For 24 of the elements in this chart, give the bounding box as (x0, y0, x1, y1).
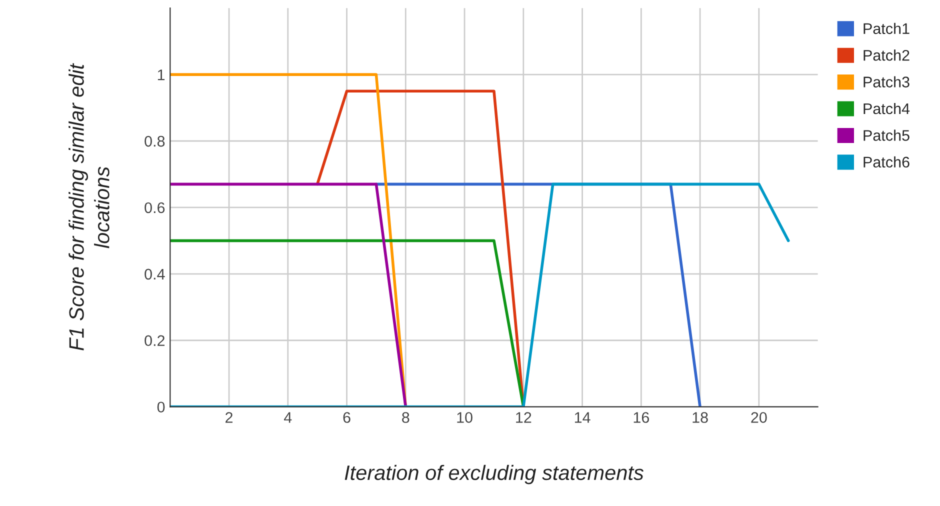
x-tick-label: 20 (751, 412, 767, 423)
legend-label: Patch4 (864, 102, 910, 114)
legend-label: Patch5 (864, 130, 910, 141)
legend-label: Patch3 (864, 76, 910, 88)
y-tick-label: 0 (157, 402, 165, 413)
y-tick-label: 0.6 (144, 202, 165, 214)
x-tick-label: 14 (574, 412, 590, 423)
x-tick-label: 12 (516, 412, 532, 423)
x-axis-title: Iteration of excluding statements (344, 464, 644, 484)
legend-label: Patch6 (864, 156, 910, 168)
y-axis-title: F1 Score for finding similar edit locations (68, 63, 110, 350)
y-tick-label: 0.2 (144, 335, 165, 346)
x-tick-label: 2 (226, 412, 232, 423)
x-tick-label: 6 (343, 412, 350, 423)
legend-label: Patch2 (864, 50, 910, 61)
legend-label: Patch1 (864, 22, 910, 34)
y-tick-label: 0.8 (144, 136, 165, 147)
x-tick-label: 4 (284, 412, 292, 423)
x-tick-label: 10 (457, 412, 472, 423)
y-tick-label: 1 (158, 70, 165, 80)
y-tick-label: 0.4 (144, 268, 165, 280)
x-tick-label: 8 (402, 412, 410, 423)
x-tick-label: 18 (692, 412, 708, 423)
x-tick-label: 16 (634, 412, 649, 423)
